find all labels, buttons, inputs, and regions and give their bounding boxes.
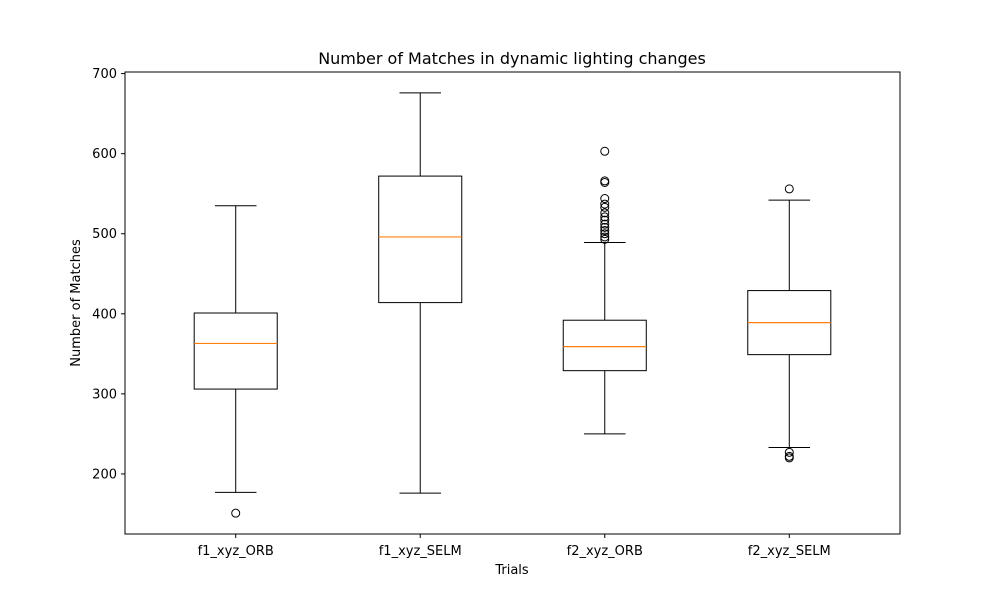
outlier-point xyxy=(600,202,610,212)
x-tick-label: f1_xyz_SELM xyxy=(379,544,462,559)
y-tick-label: 300 xyxy=(92,387,117,402)
y-axis: 200 300 400 500 600 700 xyxy=(92,67,125,482)
outlier-point xyxy=(600,232,610,242)
outlier-point xyxy=(600,194,610,204)
x-tick-label: f2_xyz_SELM xyxy=(748,544,831,559)
y-axis-label: Number of Matches xyxy=(69,239,84,367)
iqr-box xyxy=(193,312,278,390)
iqr-box xyxy=(378,175,463,304)
y-tick-label: 700 xyxy=(92,67,117,82)
outlier-point xyxy=(600,199,610,209)
plot-frame xyxy=(124,71,901,535)
x-axis-label: Trials xyxy=(494,563,529,578)
outlier-point xyxy=(784,451,794,461)
y-tick-label: 600 xyxy=(92,147,117,162)
outlier-point xyxy=(600,222,610,232)
box-f2_xyz_SELM xyxy=(747,184,832,463)
plot-area xyxy=(193,92,832,518)
outlier-point xyxy=(600,212,610,222)
outlier-point xyxy=(600,176,610,186)
outlier-point xyxy=(600,229,610,239)
box-f2_xyz_ORB xyxy=(562,146,647,435)
outlier-point xyxy=(600,208,610,218)
chart-title: Number of Matches in dynamic lighting ch… xyxy=(318,49,706,68)
x-axis: f1_xyz_ORB f1_xyz_SELM f2_xyz_ORB f2_xyz_SE… xyxy=(198,534,831,559)
outlier-point xyxy=(600,234,610,244)
y-tick-label: 200 xyxy=(92,467,117,482)
box-f1_xyz_ORB xyxy=(193,205,278,518)
outlier-point xyxy=(784,184,794,194)
outlier-point xyxy=(600,226,610,236)
outlier-point xyxy=(600,219,610,229)
iqr-box xyxy=(562,319,647,372)
y-tick-label: 500 xyxy=(92,227,117,242)
y-tick-label: 400 xyxy=(92,307,117,322)
outlier-point xyxy=(600,215,610,225)
box-f1_xyz_SELM xyxy=(378,92,463,494)
x-tick-label: f2_xyz_ORB xyxy=(567,544,643,559)
outlier-point xyxy=(600,146,610,156)
outlier-point xyxy=(784,447,794,457)
x-tick-label: f1_xyz_ORB xyxy=(198,544,274,559)
outlier-point xyxy=(231,508,241,518)
